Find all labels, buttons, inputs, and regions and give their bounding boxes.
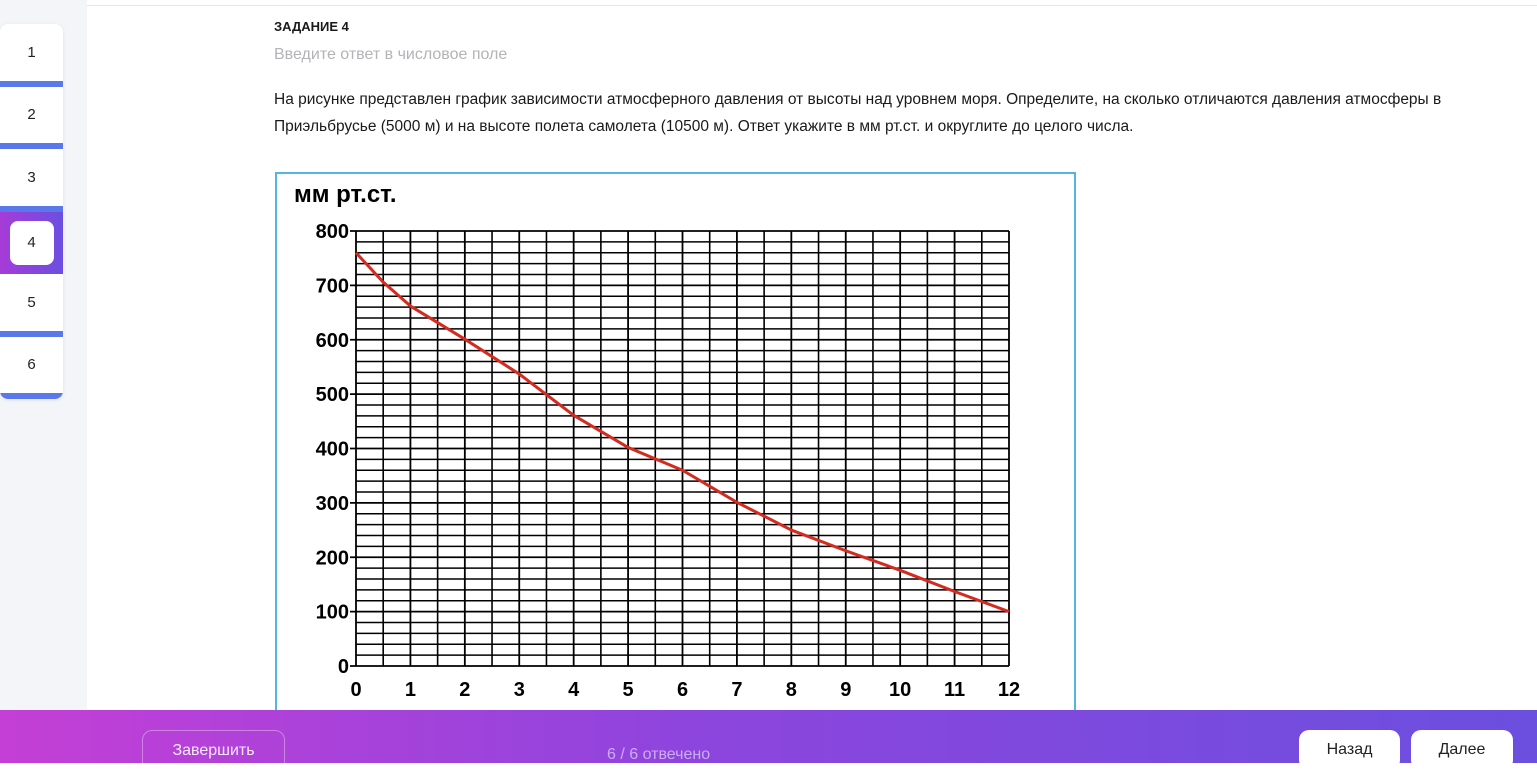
y-tick-label: 600 bbox=[316, 330, 349, 352]
x-tick-label: 12 bbox=[998, 679, 1020, 701]
y-tick-label: 400 bbox=[316, 439, 349, 461]
progress: 6 / 6 отвечено bbox=[607, 746, 711, 763]
data-line bbox=[354, 251, 1010, 614]
x-tick-label: 3 bbox=[514, 679, 525, 701]
question-tab[interactable]: 3 bbox=[0, 149, 63, 212]
question-number[interactable]: 3 bbox=[27, 168, 36, 186]
x-tick-label: 6 bbox=[677, 679, 688, 701]
y-tick-label: 500 bbox=[316, 384, 349, 406]
question-tab[interactable]: 2 bbox=[0, 87, 63, 149]
x-tick-label: 5 bbox=[623, 679, 634, 701]
footer: Завершить 6 / 6 отвечено Назад Далее bbox=[0, 710, 1537, 772]
x-tick-label: 7 bbox=[731, 679, 742, 701]
question-tab[interactable]: 4 bbox=[0, 211, 63, 274]
y-axis-label: мм рт.ст. bbox=[294, 181, 397, 208]
question-tab[interactable]: 5 bbox=[0, 274, 63, 337]
question-nav: 1 2 3 4 5 6 bbox=[0, 24, 63, 399]
question-number[interactable]: 4 bbox=[9, 220, 54, 265]
y-tick-label: 700 bbox=[316, 275, 349, 297]
chart: мм рт.ст. км 012345678910111201002003004… bbox=[275, 172, 1076, 732]
question-number[interactable]: 5 bbox=[27, 293, 36, 311]
x-tick-label: 10 bbox=[889, 679, 911, 701]
y-tick-label: 300 bbox=[316, 493, 349, 515]
task-text: На рисунке представлен график зависимост… bbox=[274, 91, 1442, 135]
task-hint: Введите ответ в числовое поле bbox=[274, 46, 508, 63]
question-tab[interactable]: 6 bbox=[0, 337, 63, 399]
task-label: ЗАДАНИЕ 4 bbox=[274, 19, 349, 34]
x-tick-label: 2 bbox=[459, 679, 470, 701]
y-tick-label: 0 bbox=[338, 656, 349, 678]
y-tick-label: 100 bbox=[316, 602, 349, 624]
question-tab[interactable]: 1 bbox=[0, 24, 63, 87]
divider bbox=[87, 5, 1537, 6]
y-tick-label: 800 bbox=[316, 221, 349, 243]
back-button[interactable]: Назад bbox=[1299, 730, 1400, 770]
question-number[interactable]: 1 bbox=[27, 43, 36, 61]
x-tick-label: 0 bbox=[350, 679, 361, 701]
question-number[interactable]: 2 bbox=[27, 106, 36, 124]
finish-button[interactable]: Завершить bbox=[142, 730, 285, 772]
x-tick-label: 1 bbox=[405, 679, 416, 701]
x-tick-label: 4 bbox=[568, 679, 580, 701]
x-tick-label: 9 bbox=[840, 679, 851, 701]
y-tick-label: 200 bbox=[316, 547, 349, 569]
x-tick-label: 11 bbox=[944, 679, 965, 701]
question-number[interactable]: 6 bbox=[27, 356, 36, 374]
next-button[interactable]: Далее bbox=[1411, 730, 1513, 770]
x-tick-label: 8 bbox=[786, 679, 797, 701]
